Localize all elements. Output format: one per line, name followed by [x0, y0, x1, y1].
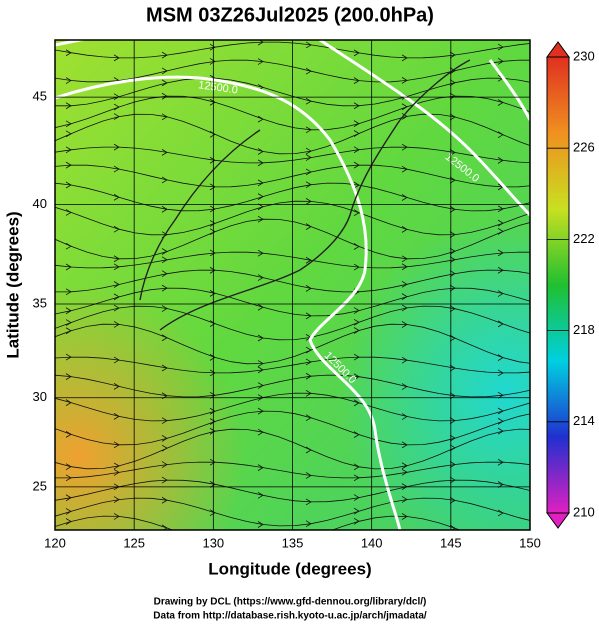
y-axis-label: Latitude (degrees)	[3, 211, 22, 358]
colorbar-extend	[546, 512, 570, 529]
streamline	[55, 497, 530, 527]
x-tick-label: 135	[282, 535, 304, 550]
y-tick-label: 45	[33, 89, 47, 104]
colorbar-body	[546, 56, 570, 514]
contour-line	[55, 40, 530, 217]
plot-frame	[54, 39, 531, 531]
colorbar-tick-label: 218	[573, 322, 595, 337]
streamline	[55, 269, 530, 293]
y-tick-label: 35	[33, 295, 47, 310]
streamline	[55, 428, 530, 470]
streamline	[55, 356, 530, 374]
y-tick-label: 25	[33, 478, 47, 493]
streamline	[55, 479, 530, 503]
title: MSM 03Z26Jul2025 (200.0hPa)	[146, 4, 434, 26]
colorbar: 230 226 222 218 214 210	[546, 41, 595, 529]
streamline	[55, 95, 530, 131]
x-axis-label: Longitude (degrees)	[208, 559, 371, 578]
streamline	[55, 251, 530, 269]
x-tick-label: 140	[361, 535, 383, 550]
streamline	[55, 41, 530, 59]
streamline	[55, 461, 530, 479]
streamline	[55, 164, 530, 188]
colorbar-tick-label: 214	[573, 413, 595, 428]
coastline	[139, 59, 471, 331]
streamline	[55, 200, 530, 236]
streamline	[55, 410, 530, 446]
streamline	[55, 146, 530, 164]
y-tick-label: 40	[33, 196, 47, 211]
streamline	[55, 287, 530, 317]
map-field	[55, 40, 530, 553]
streamline	[55, 218, 530, 260]
streamline	[55, 113, 530, 155]
contour-line	[55, 75, 402, 530]
x-tick-label: 145	[440, 535, 462, 550]
streamline	[55, 323, 530, 365]
x-tick-label: 150	[519, 535, 541, 550]
streamline	[55, 305, 530, 341]
x-tick-label: 120	[44, 535, 66, 550]
colorbar-tick-label: 230	[573, 48, 595, 63]
credit: Drawing by DCL (https://www.gfd-dennou.o…	[154, 597, 427, 608]
x-tick-label: 130	[202, 535, 224, 550]
stream-arrow	[258, 547, 263, 553]
contour-label: 12500.0	[197, 79, 238, 96]
colorbar-tick-label: 226	[573, 140, 595, 155]
streamline	[55, 59, 530, 83]
stream-arrow	[498, 542, 503, 548]
colorbar-tick-label: 210	[573, 504, 595, 519]
streamline	[55, 182, 530, 212]
streamline	[55, 374, 530, 398]
y-tick-label: 30	[33, 389, 47, 404]
streamline	[55, 515, 461, 530]
streamlines	[55, 40, 530, 553]
streamline	[55, 392, 530, 422]
colorbar-extend	[546, 41, 570, 58]
stream-arrow	[306, 535, 311, 541]
colorbar-tick-label: 222	[573, 231, 595, 246]
x-tick-label: 125	[123, 535, 145, 550]
credit: Data from http://database.rish.kyoto-u.a…	[153, 611, 427, 622]
